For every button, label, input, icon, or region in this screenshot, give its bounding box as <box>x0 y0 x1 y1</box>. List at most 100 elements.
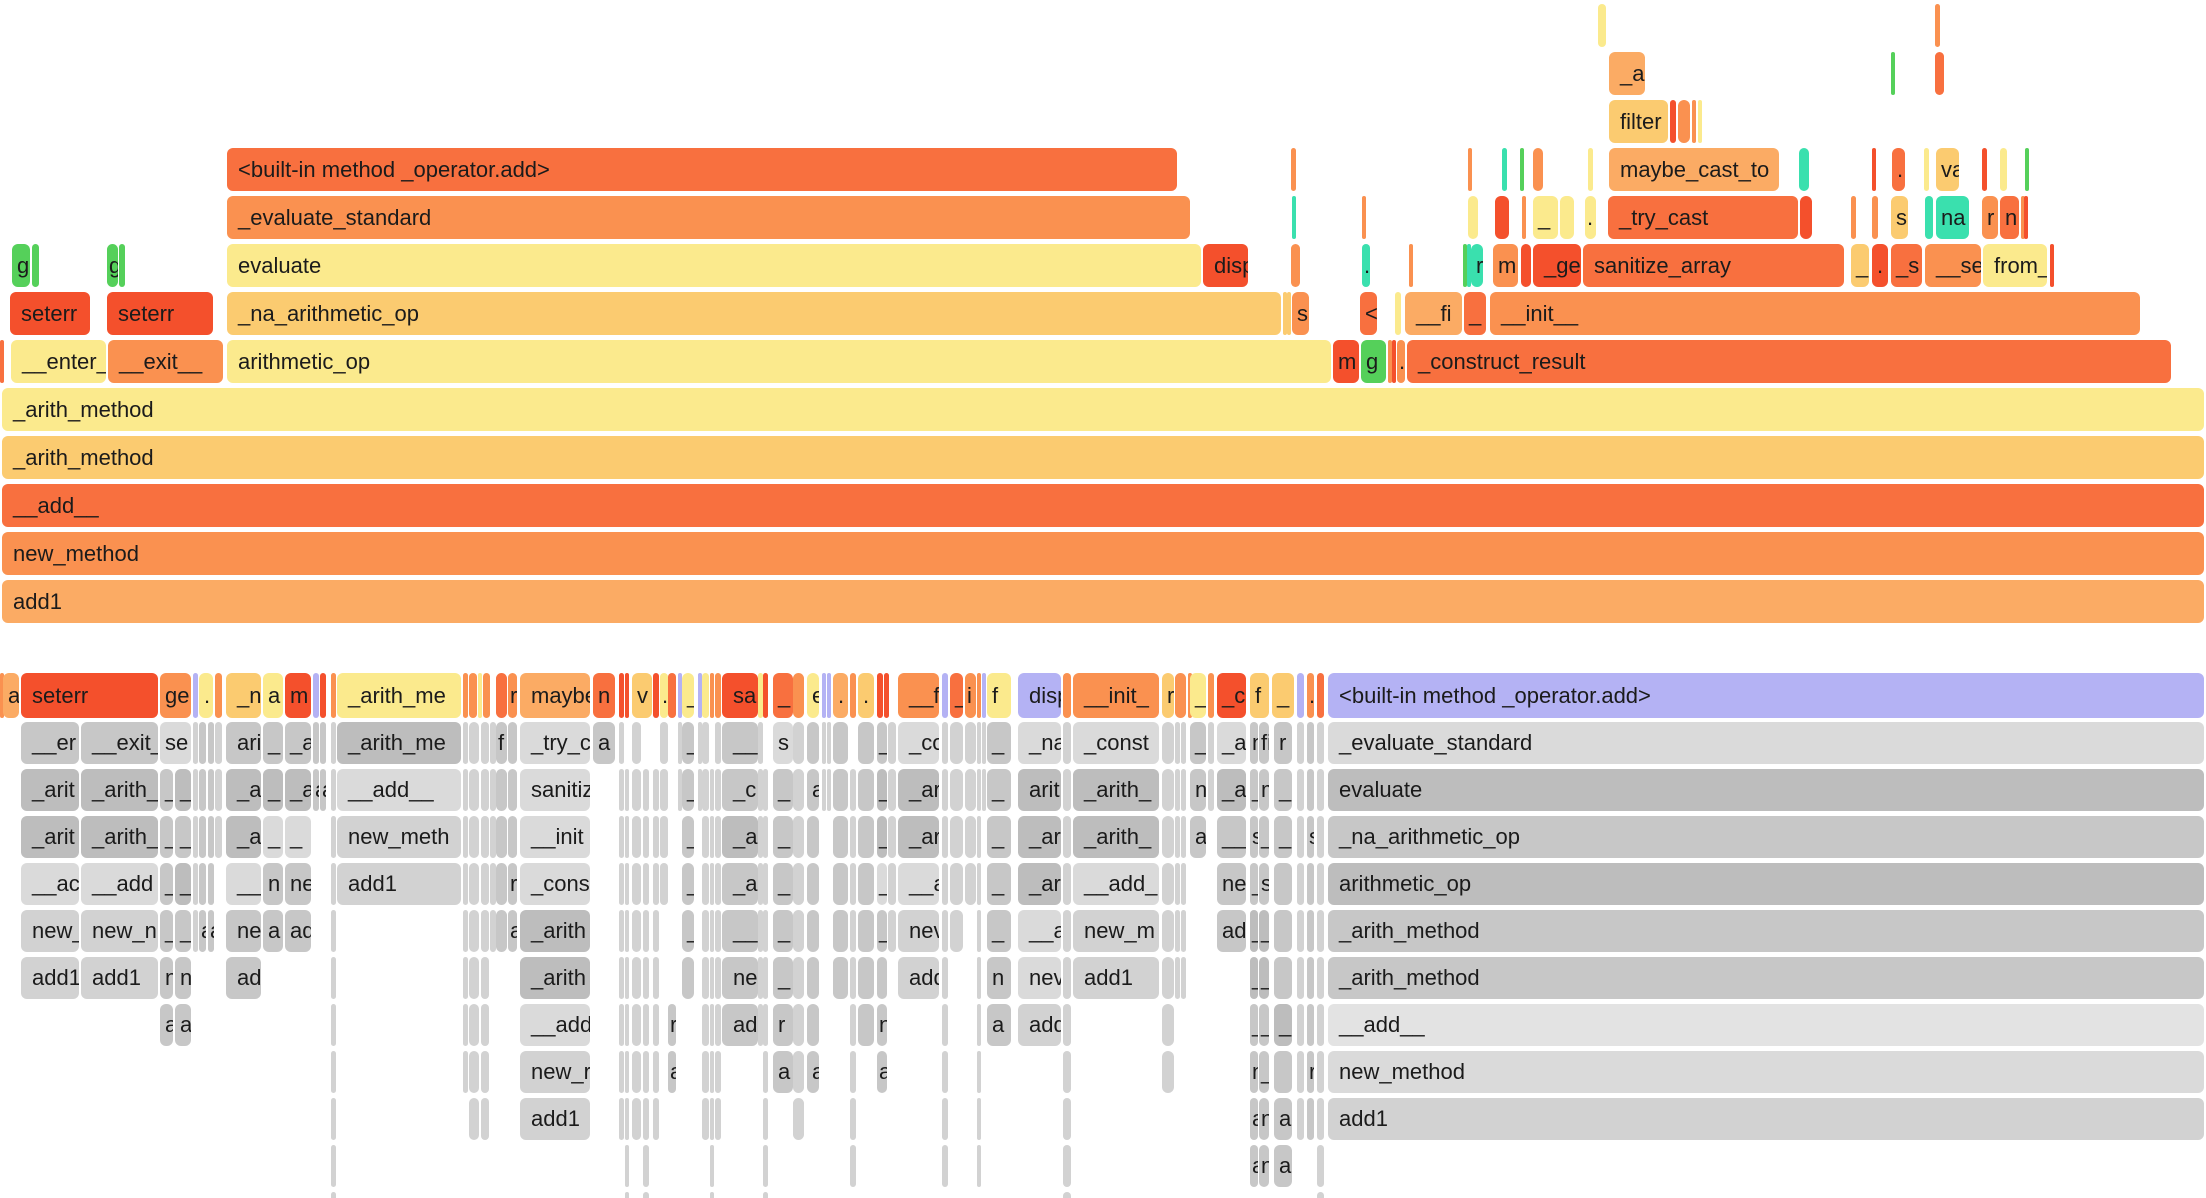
caller-sliver[interactable] <box>1175 863 1180 905</box>
caller-try-c[interactable]: _try_c <box>520 722 590 764</box>
caller-a[interactable]: a <box>668 1051 676 1093</box>
caller-sliver[interactable] <box>463 722 468 764</box>
caller-arit[interactable]: arit <box>1018 769 1061 811</box>
caller-sliver[interactable] <box>807 1004 819 1046</box>
caller-sliver[interactable] <box>858 910 874 952</box>
caller-new-method[interactable]: new_method <box>1328 1051 2204 1093</box>
frame-m[interactable]: m <box>1493 244 1518 287</box>
frame-sliver[interactable] <box>678 673 682 718</box>
caller-arit[interactable]: _arit <box>21 816 79 858</box>
caller-sliver[interactable] <box>625 957 629 999</box>
frame-from[interactable]: from_ <box>1983 244 2047 287</box>
caller-sliver[interactable]: __ <box>1217 816 1246 858</box>
caller-ad[interactable]: ad <box>1217 910 1246 952</box>
caller-sliver[interactable]: _ <box>987 722 1011 764</box>
caller-sliver[interactable] <box>965 722 976 764</box>
frame-e[interactable]: e <box>807 673 819 718</box>
frame-fi[interactable]: __fi <box>1405 292 1462 335</box>
caller-sliver[interactable]: _ <box>1259 816 1269 858</box>
caller-sliver[interactable] <box>942 1098 948 1140</box>
frame-sliver[interactable] <box>313 673 319 718</box>
caller-ad[interactable]: ad <box>226 957 261 999</box>
caller-a[interactable]: a <box>508 910 517 952</box>
frame-sliver[interactable] <box>1287 292 1291 335</box>
caller-sliver[interactable] <box>977 722 981 764</box>
frame-sliver[interactable] <box>1982 148 1987 191</box>
caller-sliver[interactable] <box>215 769 222 811</box>
caller-sliver[interactable] <box>758 957 763 999</box>
caller-r[interactable]: r <box>1307 1051 1314 1093</box>
frame-try-cast[interactable]: _try_cast <box>1608 196 1798 239</box>
caller-arith[interactable]: _arith_ <box>81 816 158 858</box>
frame-sliver[interactable] <box>2021 196 2025 239</box>
caller-sliver[interactable]: _ <box>175 816 191 858</box>
frame-sliver[interactable] <box>478 673 482 718</box>
caller-sliver[interactable] <box>643 1004 649 1046</box>
caller-sliver[interactable] <box>481 1051 489 1093</box>
frame-sliver[interactable]: . <box>858 673 874 718</box>
caller-sliver[interactable]: _ <box>160 769 173 811</box>
caller-sliver[interactable] <box>888 863 896 905</box>
caller-m[interactable]: m <box>1259 769 1269 811</box>
frame-sliver[interactable]: . <box>1892 148 1905 191</box>
caller-sliver[interactable] <box>1175 957 1180 999</box>
caller-sliver[interactable] <box>698 722 702 764</box>
frame-r[interactable]: r <box>1982 196 1998 239</box>
caller-ar[interactable]: _ar <box>898 769 939 811</box>
caller-sliver[interactable] <box>888 910 896 952</box>
caller-sliver[interactable] <box>950 863 963 905</box>
caller-sliver[interactable] <box>715 910 721 952</box>
caller-sliver[interactable] <box>331 1004 336 1046</box>
caller-sliver[interactable] <box>208 816 214 858</box>
caller-sliver[interactable] <box>1307 957 1314 999</box>
caller-add[interactable]: __add_ <box>1073 863 1159 905</box>
frame-sliver[interactable] <box>1409 244 1413 287</box>
caller-sliver[interactable] <box>619 910 624 952</box>
caller-sliver[interactable] <box>877 957 887 999</box>
caller-a[interactable]: a <box>160 1004 173 1046</box>
caller-sliver[interactable]: _ <box>1259 1051 1269 1093</box>
caller-sliver[interactable]: _ <box>773 957 793 999</box>
frame-sliver[interactable] <box>1388 340 1392 383</box>
frame-sliver[interactable] <box>320 673 326 718</box>
frame-sliver[interactable] <box>1291 244 1300 287</box>
caller-sliver[interactable] <box>496 910 507 952</box>
caller-arith[interactable]: _arith_ <box>1073 769 1159 811</box>
caller-s[interactable]: s <box>1250 816 1258 858</box>
caller-sliver[interactable] <box>807 816 819 858</box>
frame-sliver[interactable] <box>1502 148 1507 191</box>
frame-sliver[interactable] <box>469 673 477 718</box>
caller-sliver[interactable] <box>1063 816 1071 858</box>
caller-na[interactable]: _na <box>1018 722 1061 764</box>
caller-sliver[interactable] <box>1208 722 1214 764</box>
caller-sliver[interactable] <box>977 863 981 905</box>
frame-sliver[interactable] <box>1362 196 1366 239</box>
caller-sliver[interactable]: _ <box>877 722 887 764</box>
caller-ari[interactable]: ari <box>226 722 261 764</box>
caller-sliver[interactable] <box>793 910 804 952</box>
caller-sliver[interactable] <box>1307 722 1314 764</box>
frame-arith-me[interactable]: _arith_me <box>337 673 461 718</box>
caller-sliver[interactable] <box>710 863 714 905</box>
caller-sliver[interactable] <box>331 957 336 999</box>
caller-a[interactable]: a <box>593 722 615 764</box>
caller-sliver[interactable] <box>193 910 198 952</box>
caller-arith[interactable]: _arith <box>520 910 590 952</box>
caller-sliver[interactable] <box>858 722 874 764</box>
caller-sliver[interactable] <box>793 863 804 905</box>
caller-sliver[interactable] <box>702 769 709 811</box>
caller-sliver[interactable] <box>1162 863 1174 905</box>
caller-sliver[interactable] <box>758 722 763 764</box>
caller-sliver[interactable] <box>850 816 856 858</box>
caller-sliver[interactable] <box>625 1192 629 1198</box>
caller-sliver[interactable] <box>710 910 714 952</box>
caller-sliver[interactable] <box>1297 816 1304 858</box>
caller-add1[interactable]: add1 <box>81 957 158 999</box>
caller-sliver[interactable] <box>490 910 496 952</box>
caller-sliver[interactable] <box>793 816 804 858</box>
frame-filter[interactable]: filter <box>1609 100 1668 143</box>
caller-sliver[interactable] <box>763 1192 768 1198</box>
caller-sliver[interactable]: __ <box>226 863 261 905</box>
caller-sliver[interactable] <box>763 957 768 999</box>
caller-init[interactable]: __init <box>520 816 590 858</box>
